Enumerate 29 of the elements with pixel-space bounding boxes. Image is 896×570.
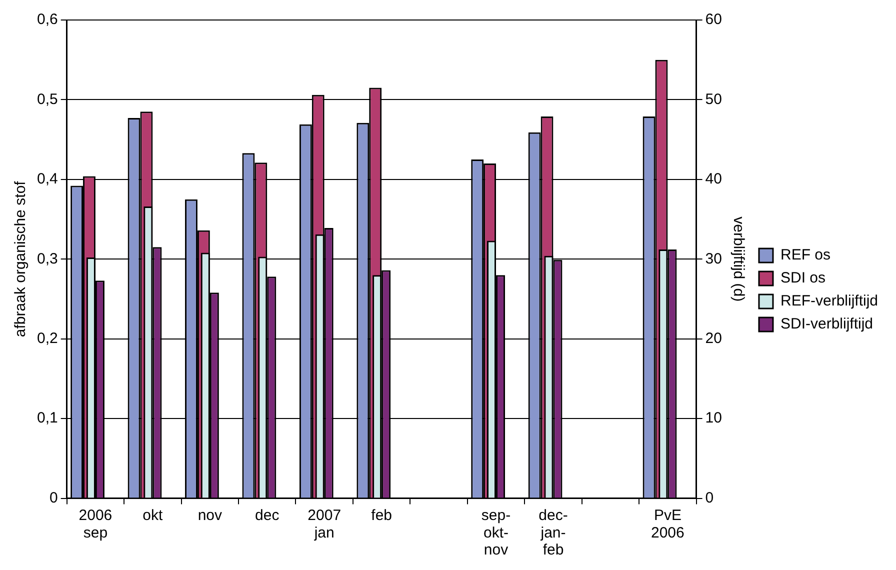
y-tick-label: 0,5 — [36, 90, 58, 108]
legend-label: SDI-verblijftijd — [780, 316, 874, 333]
y2-tick-label: 10 — [705, 410, 722, 427]
y2-tick-label: 20 — [705, 330, 722, 347]
y-tick-label: 0,2 — [36, 330, 58, 347]
y2-tick-label: 60 — [705, 11, 722, 28]
legend-label: REF os — [780, 246, 830, 264]
y-tick-label: 0 — [50, 489, 58, 506]
x-tick-label: okt — [142, 507, 164, 524]
y2-tick-label: 30 — [705, 250, 722, 268]
x-tick-label: dec — [255, 507, 280, 524]
y-tick-label: 0,1 — [36, 410, 58, 427]
y2-tick-label: 40 — [705, 170, 722, 188]
x-tick-label: 2007 jan — [308, 507, 342, 542]
y-tick-label: 0,6 — [36, 11, 58, 28]
x-tick-label: nov — [198, 507, 222, 524]
y-tick-label: 0,3 — [36, 250, 58, 268]
y-axis-title: afbraak organische stof — [12, 180, 30, 338]
legend-label: REF-verblijftijd — [780, 292, 878, 310]
y2-tick-label: 50 — [705, 90, 722, 108]
legend-label: SDI os — [780, 270, 826, 287]
y2-tick-label: 0 — [705, 489, 714, 506]
x-tick-label: 2006 sep — [78, 507, 112, 542]
y-tick-label: 0,4 — [36, 170, 58, 188]
x-tick-label: dec- jan- feb — [538, 507, 568, 559]
x-tick-label: sep- okt- nov — [481, 507, 511, 559]
x-tick-label: feb — [371, 507, 392, 524]
x-tick-label: PvE 2006 — [651, 507, 684, 542]
y2-axis-title: verblijftijd (d) — [730, 216, 747, 302]
